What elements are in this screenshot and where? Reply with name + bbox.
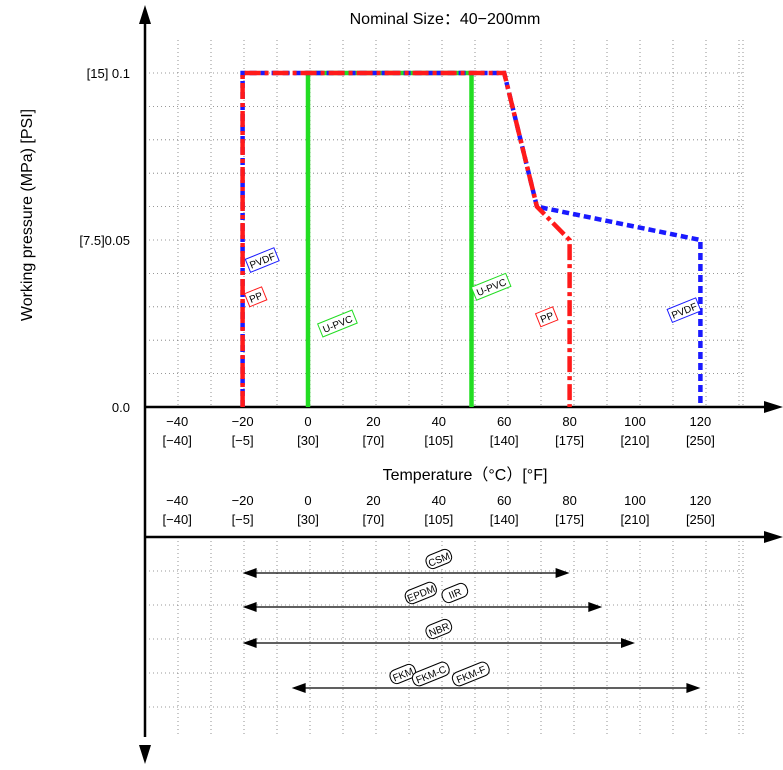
- range-row: NBR: [242, 618, 635, 648]
- range-tag: EPDM: [404, 581, 437, 605]
- x-tick-sublabel: [−5]: [232, 433, 254, 448]
- range-row: EPDM IIR: [242, 581, 603, 612]
- y-axis-arrow-up: [139, 5, 151, 24]
- range-x-tick-sublabel: [140]: [490, 512, 519, 527]
- labels: Nominal Size：40−200mm Temperature（°C）[°F…: [19, 11, 715, 527]
- grid: [145, 40, 744, 735]
- x-tick-sublabel: [140]: [490, 433, 519, 448]
- range-x-tick-label: 80: [562, 493, 576, 508]
- series-tag-u-pvc: U-PVC: [317, 309, 358, 338]
- range-x-tick-sublabel: [105]: [424, 512, 453, 527]
- x-tick-sublabel: [70]: [363, 433, 385, 448]
- range-tag: NBR: [425, 618, 453, 640]
- range-arrow-left: [242, 602, 257, 612]
- range-x-tick-label: −20: [232, 493, 254, 508]
- range-x-tick-label: 60: [497, 493, 511, 508]
- x-tick-sublabel: [−40]: [163, 433, 192, 448]
- range-tag-box: [389, 663, 417, 685]
- range-x-tick-sublabel: [70]: [363, 512, 385, 527]
- range-row: FKM FKM-C FKM-F: [291, 661, 701, 693]
- series-tag-box: [666, 297, 702, 324]
- series-tag-pp: PP: [534, 306, 559, 328]
- range-x-tick-sublabel: [−40]: [163, 512, 192, 527]
- series-tag-text: PP: [248, 290, 265, 305]
- y-axis-arrow-down: [139, 745, 151, 764]
- range-tag: FKM-F: [451, 661, 490, 687]
- series-line-pp: [240, 70, 572, 407]
- range-axis-arrow: [764, 531, 783, 543]
- y-tick-label: [7.5]0.05: [79, 233, 130, 248]
- range-tag: FKM-C: [411, 661, 450, 687]
- x-tick-label: 100: [624, 414, 646, 429]
- series-tag-pvdf: PVDF: [244, 247, 280, 273]
- range-tag-box: [425, 618, 453, 640]
- range-x-tick-label: 40: [432, 493, 446, 508]
- series-lines: [240, 70, 703, 407]
- range-tag-box: [451, 661, 490, 687]
- range-arrow-right: [555, 568, 570, 578]
- series-tag-text: PP: [539, 310, 556, 325]
- series-tag-box: [243, 286, 268, 308]
- range-arrow-left: [291, 683, 306, 693]
- x-tick-label: 80: [562, 414, 576, 429]
- range-tag-box: [411, 661, 450, 687]
- range-tag-box: [425, 548, 453, 570]
- axes: [139, 5, 783, 764]
- range-arrow-left: [242, 638, 257, 648]
- x-tick-sublabel: [105]: [424, 433, 453, 448]
- series-tag-pp: PP: [243, 286, 268, 308]
- x-tick-label: 40: [432, 414, 446, 429]
- x-tick-sublabel: [250]: [686, 433, 715, 448]
- chart-title: Nominal Size：40−200mm: [350, 11, 541, 28]
- range-x-tick-label: 100: [624, 493, 646, 508]
- range-arrow-right: [621, 638, 635, 648]
- range-tag-text: CSM: [427, 551, 452, 570]
- x-tick-label: 120: [690, 414, 712, 429]
- x-axis-label: Temperature（°C）[°F]: [383, 466, 548, 484]
- series-tag-u-pvc: U-PVC: [470, 272, 512, 301]
- range-x-tick-label: 20: [366, 493, 380, 508]
- range-x-tick-sublabel: [250]: [686, 512, 715, 527]
- range-tag-box: [404, 581, 437, 605]
- range-tag-text: IIR: [447, 587, 463, 602]
- range-tag-box: [441, 582, 469, 604]
- series-tag-box: [244, 247, 280, 273]
- x-tick-sublabel: [175]: [555, 433, 584, 448]
- x-tick-label: −20: [232, 414, 254, 429]
- range-x-tick-sublabel: [175]: [555, 512, 584, 527]
- range-x-tick-sublabel: [210]: [621, 512, 650, 527]
- x-tick-label: 60: [497, 414, 511, 429]
- range-row: CSM: [242, 548, 570, 578]
- y-tick-label: [15] 0.1: [87, 66, 130, 81]
- range-x-tick-label: 120: [690, 493, 712, 508]
- series-tag-box: [470, 272, 512, 301]
- range-x-tick-label: −40: [166, 493, 188, 508]
- y-tick-label: 0.0: [112, 400, 130, 415]
- x-tick-label: 0: [304, 414, 311, 429]
- range-x-tick-sublabel: [30]: [297, 512, 319, 527]
- x-tick-label: −40: [166, 414, 188, 429]
- x-axis-arrow: [764, 401, 783, 413]
- series-tag-box: [534, 306, 559, 328]
- y-axis-label: Working pressure (MPa) [PSI]: [19, 109, 36, 321]
- range-tag: CSM: [425, 548, 453, 570]
- series-tag-box: [317, 309, 358, 338]
- range-x-tick-sublabel: [−5]: [232, 512, 254, 527]
- x-tick-label: 20: [366, 414, 380, 429]
- series-tag-pvdf: PVDF: [666, 297, 702, 324]
- x-tick-sublabel: [30]: [297, 433, 319, 448]
- range-arrow-right: [686, 683, 701, 693]
- range-tag: IIR: [441, 582, 469, 604]
- range-arrow-left: [242, 568, 257, 578]
- x-tick-sublabel: [210]: [621, 433, 650, 448]
- range-arrow-right: [588, 602, 603, 612]
- temperature-ranges: CSM EPDM IIR NBR FKM FKM-C FKM-F: [242, 548, 701, 693]
- range-x-tick-label: 0: [304, 493, 311, 508]
